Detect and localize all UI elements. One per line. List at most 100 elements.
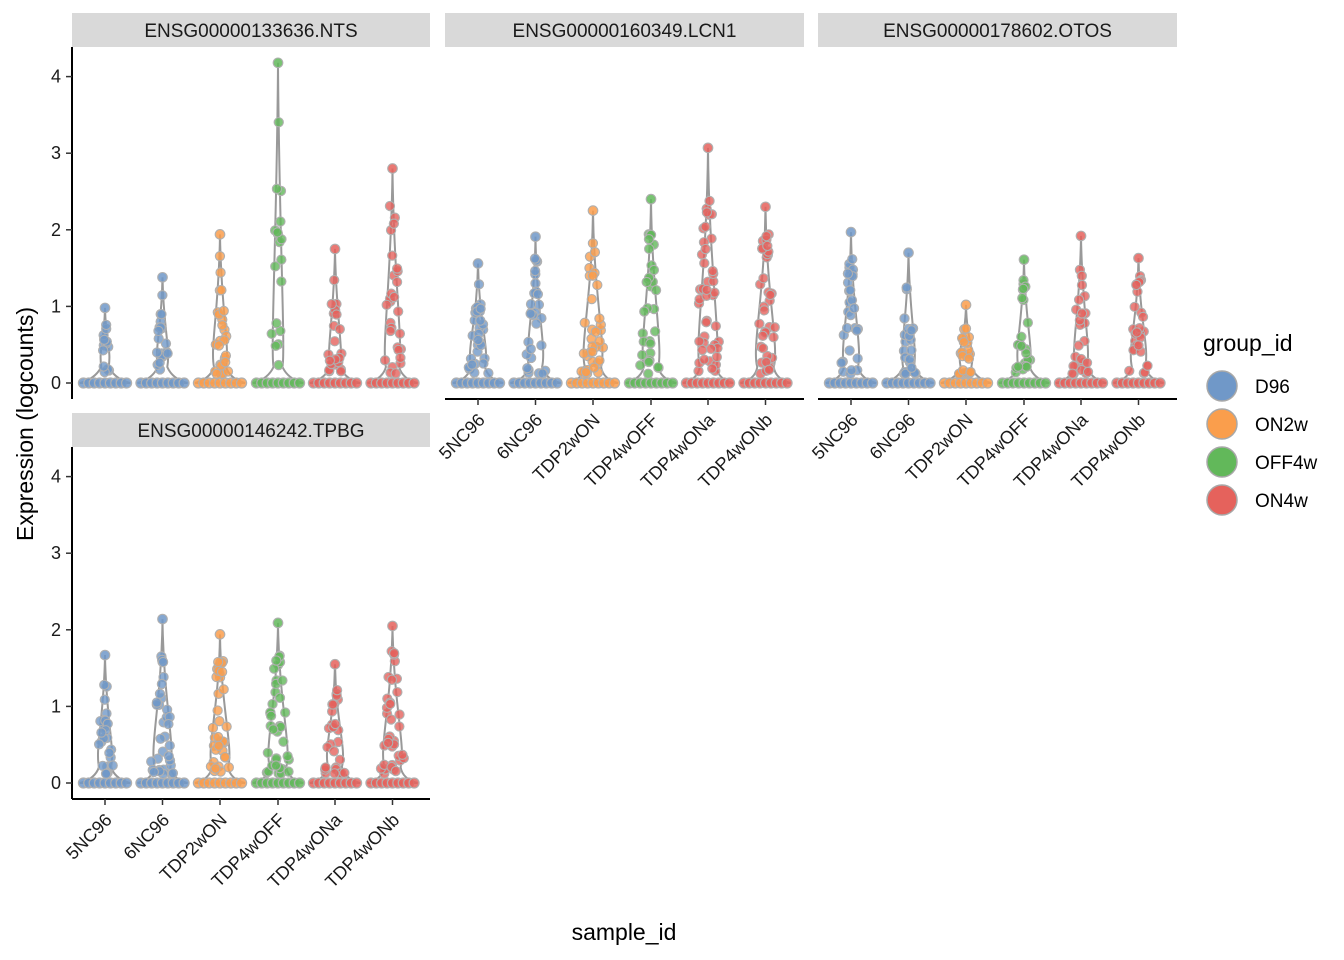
data-point (643, 368, 654, 379)
data-point (650, 285, 662, 296)
data-point (1142, 360, 1153, 371)
data-point (207, 722, 219, 734)
data-point (154, 688, 166, 699)
data-point (98, 361, 109, 372)
data-point (587, 270, 598, 281)
data-point (408, 777, 420, 789)
data-point (271, 183, 283, 194)
facet-strip-title: ENSG00000133636.NTS (144, 21, 357, 42)
data-point (100, 768, 112, 779)
data-point (1039, 377, 1052, 389)
data-point (282, 751, 293, 762)
data-point-max (387, 620, 398, 632)
data-point-max (760, 201, 771, 213)
data-point-max (472, 258, 484, 269)
data-point (351, 777, 363, 789)
data-point (1018, 283, 1029, 294)
data-point (1081, 357, 1093, 368)
data-point (590, 326, 601, 338)
x-axis-title: sample_id (572, 919, 677, 945)
data-point (530, 265, 541, 277)
data-point (900, 368, 911, 379)
data-point (901, 282, 912, 293)
data-point (385, 698, 396, 710)
data-point (212, 731, 224, 743)
data-point (1073, 294, 1085, 305)
data-point-max (329, 658, 341, 670)
data-point (643, 234, 655, 245)
data-point (236, 377, 248, 389)
data-point (1021, 348, 1032, 359)
data-point (294, 377, 306, 389)
data-point (852, 353, 863, 364)
data-point (273, 117, 284, 128)
data-point (478, 358, 489, 369)
data-point (586, 293, 597, 305)
data-point (472, 334, 484, 346)
data-point (592, 279, 603, 291)
data-point (466, 359, 478, 370)
data-point (270, 261, 281, 272)
data-point (579, 317, 590, 328)
data-point (162, 348, 173, 359)
data-point (120, 777, 133, 789)
x-tick-label: 6NC96 (493, 410, 547, 464)
data-point (274, 692, 286, 703)
data-point (99, 694, 110, 705)
data-point (216, 284, 227, 296)
data-point-max (845, 226, 857, 238)
data-point (483, 368, 494, 379)
data-point (99, 679, 110, 691)
data-point (379, 355, 391, 366)
data-point (151, 697, 163, 708)
data-point (212, 705, 223, 716)
data-point (648, 264, 660, 276)
legend-label: OFF4w (1255, 453, 1318, 474)
data-point (475, 303, 486, 314)
x-tick-label: 6NC96 (120, 810, 174, 864)
data-point (262, 747, 274, 758)
data-point (1021, 361, 1032, 372)
facet-strip (72, 413, 430, 447)
data-point (711, 351, 722, 363)
data-point (381, 299, 392, 311)
data-point (271, 318, 282, 329)
legend-label: ON4w (1255, 491, 1308, 512)
data-point (963, 353, 975, 364)
data-point (645, 338, 656, 349)
data-point (339, 767, 350, 778)
data-point (214, 716, 225, 727)
data-point (320, 762, 331, 773)
data-point (525, 308, 536, 319)
data-point (532, 289, 544, 300)
data-point (846, 365, 857, 376)
data-point (981, 377, 994, 389)
x-tick-label: 5NC96 (808, 410, 862, 464)
data-point (160, 338, 172, 349)
data-point (394, 709, 405, 720)
data-point-max (530, 231, 541, 243)
data-point-max (157, 271, 168, 283)
data-point-max (157, 613, 168, 625)
data-point (223, 762, 234, 773)
legend-key-D96 (1206, 370, 1238, 402)
data-point (167, 768, 179, 779)
legend-title: group_id (1203, 330, 1293, 356)
data-point (329, 336, 340, 347)
data-point (707, 363, 718, 374)
data-point (218, 684, 229, 695)
data-point (475, 315, 486, 326)
data-point (704, 195, 715, 207)
data-point (700, 243, 711, 255)
data-point (211, 368, 222, 379)
data-point (763, 364, 775, 375)
data-point (408, 377, 420, 389)
data-point (844, 345, 855, 356)
data-point (701, 317, 712, 328)
data-point (120, 377, 133, 389)
y-tick-label: 1 (51, 696, 61, 716)
data-point (1137, 311, 1149, 323)
data-point (1017, 292, 1028, 304)
data-point (390, 368, 401, 379)
